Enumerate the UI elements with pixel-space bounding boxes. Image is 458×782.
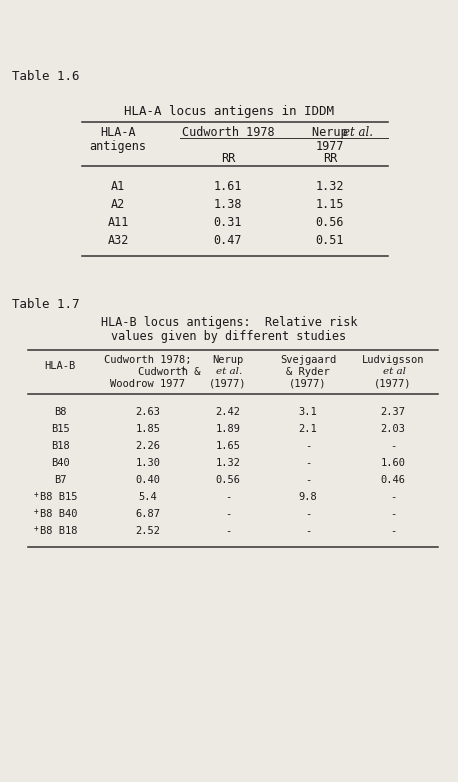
Text: antigens: antigens	[89, 140, 147, 153]
Text: A11: A11	[107, 216, 129, 229]
Text: -: -	[390, 509, 396, 519]
Text: 0.47: 0.47	[214, 234, 242, 247]
Text: HLA-A: HLA-A	[100, 126, 136, 139]
Text: & Ryder: & Ryder	[286, 367, 330, 377]
Text: Ludvigsson: Ludvigsson	[362, 355, 424, 365]
Text: -: -	[305, 441, 311, 451]
Text: Nerup: Nerup	[213, 355, 244, 365]
Text: -: -	[305, 509, 311, 519]
Text: -: -	[225, 509, 231, 519]
Text: 1.15: 1.15	[316, 198, 344, 211]
Text: 2.63: 2.63	[136, 407, 160, 417]
Text: 2.26: 2.26	[136, 441, 160, 451]
Text: 0.51: 0.51	[316, 234, 344, 247]
Text: 0.46: 0.46	[381, 475, 405, 485]
Text: B18: B18	[51, 441, 69, 451]
Text: 2.52: 2.52	[136, 526, 160, 536]
Text: HLA-A locus antigens in IDDM: HLA-A locus antigens in IDDM	[124, 105, 334, 118]
Text: (1977): (1977)	[209, 379, 247, 389]
Text: 5.4: 5.4	[139, 492, 158, 502]
Text: B8: B8	[54, 407, 66, 417]
Text: B8 B40: B8 B40	[40, 509, 77, 519]
Text: 1.32: 1.32	[216, 458, 240, 468]
Text: 1.61: 1.61	[214, 180, 242, 193]
Text: 0.40: 0.40	[136, 475, 160, 485]
Text: RR: RR	[221, 152, 235, 165]
Text: values given by different studies: values given by different studies	[111, 330, 347, 343]
Text: Cudworth &: Cudworth &	[138, 367, 207, 377]
Text: Nerup: Nerup	[312, 126, 355, 139]
Text: 2.03: 2.03	[381, 424, 405, 434]
Text: 0.31: 0.31	[214, 216, 242, 229]
Text: +: +	[34, 507, 38, 516]
Text: 1.38: 1.38	[214, 198, 242, 211]
Text: 3.1: 3.1	[299, 407, 317, 417]
Text: Svejgaard: Svejgaard	[280, 355, 336, 365]
Text: (1977): (1977)	[289, 379, 327, 389]
Text: -: -	[390, 441, 396, 451]
Text: 1.89: 1.89	[216, 424, 240, 434]
Text: -: -	[305, 526, 311, 536]
Text: RR: RR	[323, 152, 337, 165]
Text: 2.42: 2.42	[216, 407, 240, 417]
Text: +: +	[34, 524, 38, 533]
Text: 6.87: 6.87	[136, 509, 160, 519]
Text: -: -	[390, 526, 396, 536]
Text: -: -	[390, 492, 396, 502]
Text: 1.85: 1.85	[136, 424, 160, 434]
Text: A1: A1	[111, 180, 125, 193]
Text: HLA-B: HLA-B	[44, 361, 76, 371]
Text: B7: B7	[54, 475, 66, 485]
Text: 1977: 1977	[316, 140, 344, 153]
Text: 1.30: 1.30	[136, 458, 160, 468]
Text: (1977): (1977)	[374, 379, 412, 389]
Text: Cudworth 1978: Cudworth 1978	[182, 126, 274, 139]
Text: 2.37: 2.37	[381, 407, 405, 417]
Text: B40: B40	[51, 458, 69, 468]
Text: B15: B15	[51, 424, 69, 434]
Text: Table 1.6: Table 1.6	[12, 70, 80, 83]
Text: -: -	[225, 526, 231, 536]
Text: A32: A32	[107, 234, 129, 247]
Text: Woodrow 1977: Woodrow 1977	[110, 379, 185, 389]
Text: B8 B18: B8 B18	[40, 526, 77, 536]
Text: 0.56: 0.56	[316, 216, 344, 229]
Text: B8 B15: B8 B15	[40, 492, 77, 502]
Text: et al: et al	[383, 367, 406, 376]
Text: HLA-B locus antigens:  Relative risk: HLA-B locus antigens: Relative risk	[101, 316, 357, 329]
Text: Cudworth 1978;: Cudworth 1978;	[104, 355, 192, 365]
Text: 1.32: 1.32	[316, 180, 344, 193]
Text: 1.60: 1.60	[381, 458, 405, 468]
Text: -: -	[305, 475, 311, 485]
Text: +: +	[34, 490, 38, 499]
Text: 1.65: 1.65	[216, 441, 240, 451]
Text: 2.1: 2.1	[299, 424, 317, 434]
Text: et al.: et al.	[216, 367, 242, 376]
Text: et al.: et al.	[343, 126, 373, 139]
Text: A2: A2	[111, 198, 125, 211]
Text: +: +	[181, 364, 185, 373]
Text: -: -	[305, 458, 311, 468]
Text: -: -	[225, 492, 231, 502]
Text: Table 1.7: Table 1.7	[12, 298, 80, 311]
Text: 0.56: 0.56	[216, 475, 240, 485]
Text: 9.8: 9.8	[299, 492, 317, 502]
